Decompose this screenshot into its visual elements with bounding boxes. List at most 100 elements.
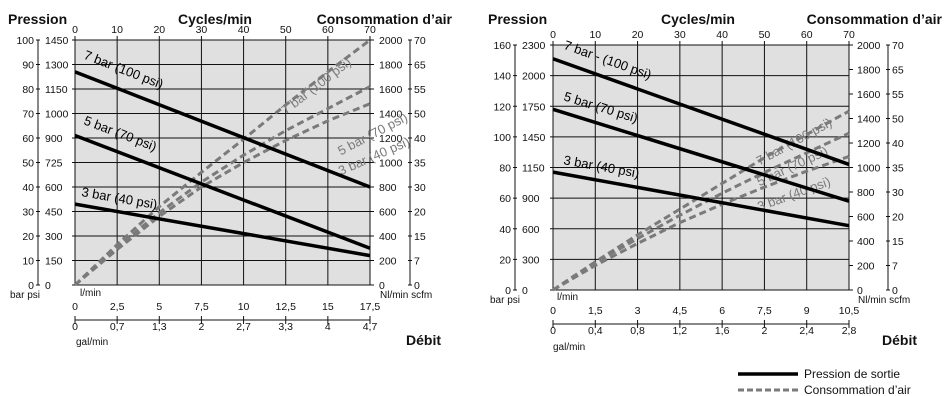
chart1-psi-tick-label: 725	[45, 158, 63, 170]
chart2-gpm-tick-label: 2	[762, 325, 768, 337]
chart2-psi-tick-label: 600	[522, 224, 540, 236]
chart1-lpm-tick-label: 7,5	[194, 301, 209, 313]
chart2-air-series-line	[552, 131, 850, 292]
chart1-nl-tick-label: 0	[379, 280, 385, 292]
chart2-cycle-tick-label: 50	[759, 29, 771, 41]
chart2-gpm-tick-label: 2,8	[842, 325, 857, 337]
chart2-psi-tick-label: 300	[522, 254, 540, 266]
chart2-nl-tick-label: 1000	[857, 163, 881, 175]
chart1-bar-tick-label: 90	[22, 60, 34, 72]
chart1-cycle-tick-label: 70	[364, 24, 376, 36]
chart1-lpm-tick-label: 0	[72, 301, 78, 313]
chart2-nl-tick-label: 1400	[857, 114, 881, 126]
chart1-cycle-tick-label: 10	[111, 24, 123, 36]
chart1-scfm-tick-label: 70	[414, 35, 426, 47]
chart1-header-pressure: Pression	[8, 11, 67, 27]
chart1-nl-tick-label: 1400	[379, 109, 403, 121]
chart2-bar-tick-label: 40	[499, 224, 511, 236]
chart2-cycle-tick-label: 10	[589, 29, 601, 41]
chart2-group: 0 10 20 30 40 50 60 700204060801001201401600300…	[493, 29, 903, 337]
chart2-bar-tick-label: 100	[493, 132, 511, 144]
chart2-left-units: bar psi	[490, 295, 520, 306]
chart1-bar-tick-label: 30	[22, 207, 34, 219]
chart1-scfm-tick-label: 7	[414, 256, 420, 268]
chart2-nl-tick-label: 600	[857, 212, 875, 224]
chart1-bar-tick-label: 70	[22, 109, 34, 121]
chart1-gpm-tick-label: 4	[325, 321, 331, 333]
chart1-lpm-tick-label: 10	[238, 301, 250, 313]
chart2-lpm-tick-label: 0	[550, 305, 556, 317]
legend-air-label: Consommation d’air	[804, 383, 911, 396]
chart1-bar-tick-label: 50	[22, 158, 34, 170]
chart2-header-pressure: Pression	[488, 11, 547, 27]
chart1-scfm-tick-label: 30	[414, 182, 426, 194]
chart2-cycle-tick-label: 40	[716, 29, 728, 41]
chart2-pressure-series-line	[552, 57, 850, 167]
chart1-psi-tick-label: 300	[45, 231, 63, 243]
chart1-scfm-tick-label: 20	[414, 207, 426, 219]
chart2-scfm-tick-label: 7	[892, 261, 898, 273]
chart2-bar-tick-label: 80	[499, 163, 511, 175]
chart1-header-air: Consommation d’air	[317, 11, 453, 27]
chart1-scfm-tick-label: 0	[414, 280, 420, 292]
chart1-lpm-tick-label: 17,5	[360, 301, 381, 313]
chart2-psi-tick-label: 2000	[522, 71, 546, 83]
chart2-header-air: Consommation d’air	[807, 11, 943, 27]
chart2-scfm-tick-label: 15	[892, 236, 904, 248]
chart2-bar-tick-label: 120	[493, 101, 511, 113]
chart2-gpm-tick-label: 1,6	[715, 325, 730, 337]
chart1-cycle-tick-label: 0	[72, 24, 78, 36]
chart1-nl-tick-label: 800	[379, 182, 397, 194]
chart1-nl-tick-label: 400	[379, 231, 397, 243]
chart2-cycle-tick-label: 30	[674, 29, 686, 41]
chart1-lpm-tick-label: 12,5	[275, 301, 296, 313]
chart1-gpm-tick-label: 3,3	[278, 321, 293, 333]
chart1-psi-tick-label: 1300	[45, 60, 69, 72]
chart1-lpm-tick-label: 15	[322, 301, 334, 313]
chart1-cycle-tick-label: 40	[238, 24, 250, 36]
chart2-bar-tick-label: 0	[505, 285, 511, 297]
chart2-lpm-units: l/min	[557, 292, 578, 303]
chart1-bar-tick-label: 60	[22, 133, 34, 145]
chart1-bar-tick-label: 100	[16, 35, 34, 47]
chart2-scfm-tick-label: 65	[892, 65, 904, 77]
chart1-scfm-tick-label: 50	[414, 109, 426, 121]
chart1-psi-tick-label: 1150	[45, 84, 68, 96]
chart2-nl-tick-label: 2000	[857, 40, 881, 52]
chart1-cycle-tick-label: 20	[153, 24, 165, 36]
chart1-scfm-tick-label: 40	[414, 133, 426, 145]
legend-pressure-label: Pression de sortie	[804, 367, 900, 381]
chart2-bar-tick-label: 20	[499, 254, 511, 266]
chart1-psi-tick-label: 600	[45, 182, 63, 194]
chart2-pressure-series-line	[552, 170, 850, 228]
chart2-nl-tick-label: 1800	[857, 65, 881, 77]
chart1-psi-tick-label: 150	[45, 256, 63, 268]
chart1-nl-tick-label: 2000	[379, 35, 403, 47]
chart1-nl-tick-label: 1600	[379, 84, 403, 96]
chart1-nl-tick-label: 1000	[379, 158, 403, 170]
chart1-bar-tick-label: 20	[22, 231, 34, 243]
chart2-bar-tick-label: 140	[493, 71, 511, 83]
chart1-nl-tick-label: 200	[379, 256, 397, 268]
chart2-header-cycles: Cycles/min	[661, 11, 735, 27]
chart1-lpm-units: l/min	[80, 288, 101, 299]
chart1-left-units: bar psi	[10, 290, 40, 301]
chart2-gpm-tick-label: 0	[550, 325, 556, 337]
chart1-air-series-line	[73, 85, 371, 287]
chart2-scfm-tick-label: 70	[892, 40, 904, 52]
chart1-header-cycles: Cycles/min	[178, 11, 252, 27]
chart1-cycle-tick-label: 60	[322, 24, 334, 36]
chart2-gpm-tick-label: 0,4	[588, 325, 603, 337]
chart2-gpm-units: gal/min	[553, 342, 585, 353]
chart2-psi-tick-label: 2300	[522, 40, 546, 52]
chart1-bar-tick-label: 80	[22, 84, 34, 96]
chart1-psi-tick-label: 0	[45, 280, 51, 292]
chart2-lpm-tick-label: 7,5	[757, 305, 772, 317]
chart1-group: 0 10 20 30 40 50 60 700102030405060708090100015…	[16, 24, 425, 333]
chart1-bar-tick-label: 0	[28, 280, 34, 292]
chart2-scfm-tick-label: 50	[892, 114, 904, 126]
chart1-scfm-tick-label: 55	[414, 84, 426, 96]
chart1-lpm-tick-label: 5	[156, 301, 162, 313]
chart2-psi-tick-label: 0	[522, 285, 528, 297]
